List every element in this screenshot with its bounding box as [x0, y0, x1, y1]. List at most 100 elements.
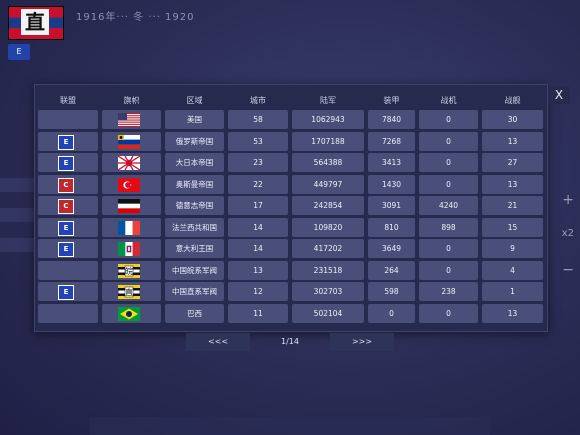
table-row[interactable]: 皖 中国皖系军阀 13 231518 264 0 4: [37, 260, 545, 280]
table-row[interactable]: 巴西 11 502104 0 0 13: [37, 303, 545, 323]
alliance-tag[interactable]: E: [8, 44, 30, 60]
column-header[interactable]: 陆军: [320, 96, 336, 105]
table-row[interactable]: E 俄罗斯帝国 53 1707188 7268 0 13: [37, 131, 545, 151]
cities-cell: 23: [228, 153, 288, 172]
svg-text:皖: 皖: [125, 266, 133, 276]
armor-cell: 810: [368, 217, 415, 237]
alliance-cell: C: [38, 174, 98, 194]
army-cell: 1707188: [292, 131, 364, 151]
table-row[interactable]: E 大日本帝国 23 564388 3413 0 27: [37, 153, 545, 172]
prev-page-button[interactable]: <<<: [186, 333, 250, 351]
flag-icon: 直: [117, 284, 141, 300]
table-row[interactable]: C 奥斯曼帝国 22 449797 1430 0 13: [37, 174, 545, 194]
armor-cell: 1430: [368, 174, 415, 194]
cities-cell: 22: [228, 174, 288, 194]
region-cell: 巴西: [165, 303, 224, 323]
armor-cell: 264: [368, 260, 415, 280]
army-cell: 242854: [292, 196, 364, 215]
column-header[interactable]: 区域: [186, 96, 203, 105]
side-button[interactable]: [0, 238, 36, 252]
flag-cell: [102, 196, 161, 215]
bottom-bar: [90, 417, 490, 435]
ships-cell: 4: [482, 260, 543, 280]
table-row[interactable]: 美国 58 1062943 7840 0 30: [37, 110, 545, 129]
flag-icon: [118, 242, 140, 256]
flag-cell: 直: [102, 282, 161, 301]
zoom-out-icon[interactable]: −: [562, 262, 574, 278]
ships-cell: 13: [482, 174, 543, 194]
aircraft-cell: 0: [419, 153, 478, 172]
alliance-cell: E: [38, 282, 98, 301]
aircraft-cell: 0: [419, 303, 478, 323]
armor-cell: 598: [368, 282, 415, 301]
cities-cell: 11: [228, 303, 288, 323]
armor-cell: 3091: [368, 196, 415, 215]
flag-cell: [102, 239, 161, 258]
alliance-cell: E: [38, 131, 98, 151]
flag-icon: [118, 134, 140, 149]
flag-cell: [102, 217, 161, 237]
alliance-cell: [38, 303, 98, 323]
side-button[interactable]: [0, 208, 36, 222]
column-header[interactable]: 联盟: [60, 96, 76, 105]
army-cell: 564388: [292, 153, 364, 172]
region-cell: 法兰西共和国: [165, 217, 224, 237]
flag-cell: 皖: [102, 260, 161, 280]
cities-cell: 53: [228, 131, 288, 151]
aircraft-cell: 238: [419, 282, 478, 301]
aircraft-cell: 898: [419, 217, 478, 237]
flag-cell: [102, 110, 161, 129]
alliance-cell: C: [38, 196, 98, 215]
ships-cell: 13: [482, 303, 543, 323]
ships-cell: 27: [482, 153, 543, 172]
region-cell: 大日本帝国: [165, 153, 224, 172]
page-indicator: 1/14: [281, 337, 299, 346]
army-cell: 302703: [292, 282, 364, 301]
flag-cell: [102, 303, 161, 323]
aircraft-cell: 4240: [419, 196, 478, 215]
ships-cell: 21: [482, 196, 543, 215]
zoom-in-icon[interactable]: +: [562, 192, 574, 208]
next-page-button[interactable]: >>>: [330, 333, 394, 351]
game-date: 1916年··· 冬 ··· 1920: [76, 12, 195, 23]
region-cell: 德意志帝国: [165, 196, 224, 215]
army-cell: 1062943: [292, 110, 364, 129]
army-cell: 502104: [292, 303, 364, 323]
side-button[interactable]: [0, 178, 36, 192]
table-row[interactable]: C 德意志帝国 17 242854 3091 4240 21: [37, 196, 545, 215]
table-row[interactable]: E 直 中国直系军阀 12 302703 598 238 1: [37, 282, 545, 301]
column-header[interactable]: 城市: [250, 96, 266, 105]
armor-cell: 7840: [368, 110, 415, 129]
column-header[interactable]: 装甲: [383, 96, 400, 105]
close-button[interactable]: X: [548, 86, 570, 104]
cities-cell: 14: [228, 239, 288, 258]
aircraft-cell: 0: [419, 174, 478, 194]
army-cell: 109820: [292, 217, 364, 237]
column-header[interactable]: 战舰: [504, 96, 521, 105]
svg-text:直: 直: [125, 287, 133, 297]
column-header[interactable]: 旗帜: [123, 96, 140, 105]
region-cell: 意大利王国: [165, 239, 224, 258]
zoom-level-icon[interactable]: x2: [561, 228, 574, 239]
cities-cell: 17: [228, 196, 288, 215]
flag-icon: [118, 113, 140, 127]
table-row[interactable]: E 法兰西共和国 14 109820 810 898 15: [37, 217, 545, 237]
ships-cell: 15: [482, 217, 543, 237]
alliance-badge: E: [58, 220, 74, 236]
aircraft-cell: 0: [419, 260, 478, 280]
aircraft-cell: 0: [419, 110, 478, 129]
alliance-cell: E: [38, 239, 98, 258]
region-cell: 奥斯曼帝国: [165, 174, 224, 194]
flag-cell: [102, 174, 161, 194]
region-cell: 美国: [165, 110, 224, 129]
armor-cell: 7268: [368, 131, 415, 151]
army-cell: 417202: [292, 239, 364, 258]
table-row[interactable]: E 意大利王国 14 417202 3649 0 9: [37, 239, 545, 258]
aircraft-cell: 0: [419, 239, 478, 258]
flag-icon: [118, 177, 140, 192]
alliance-badge: C: [58, 199, 74, 214]
alliance-badge: E: [58, 134, 74, 150]
column-header[interactable]: 战机: [440, 96, 457, 105]
armor-cell: 3413: [368, 153, 415, 172]
ships-cell: 13: [482, 131, 543, 151]
